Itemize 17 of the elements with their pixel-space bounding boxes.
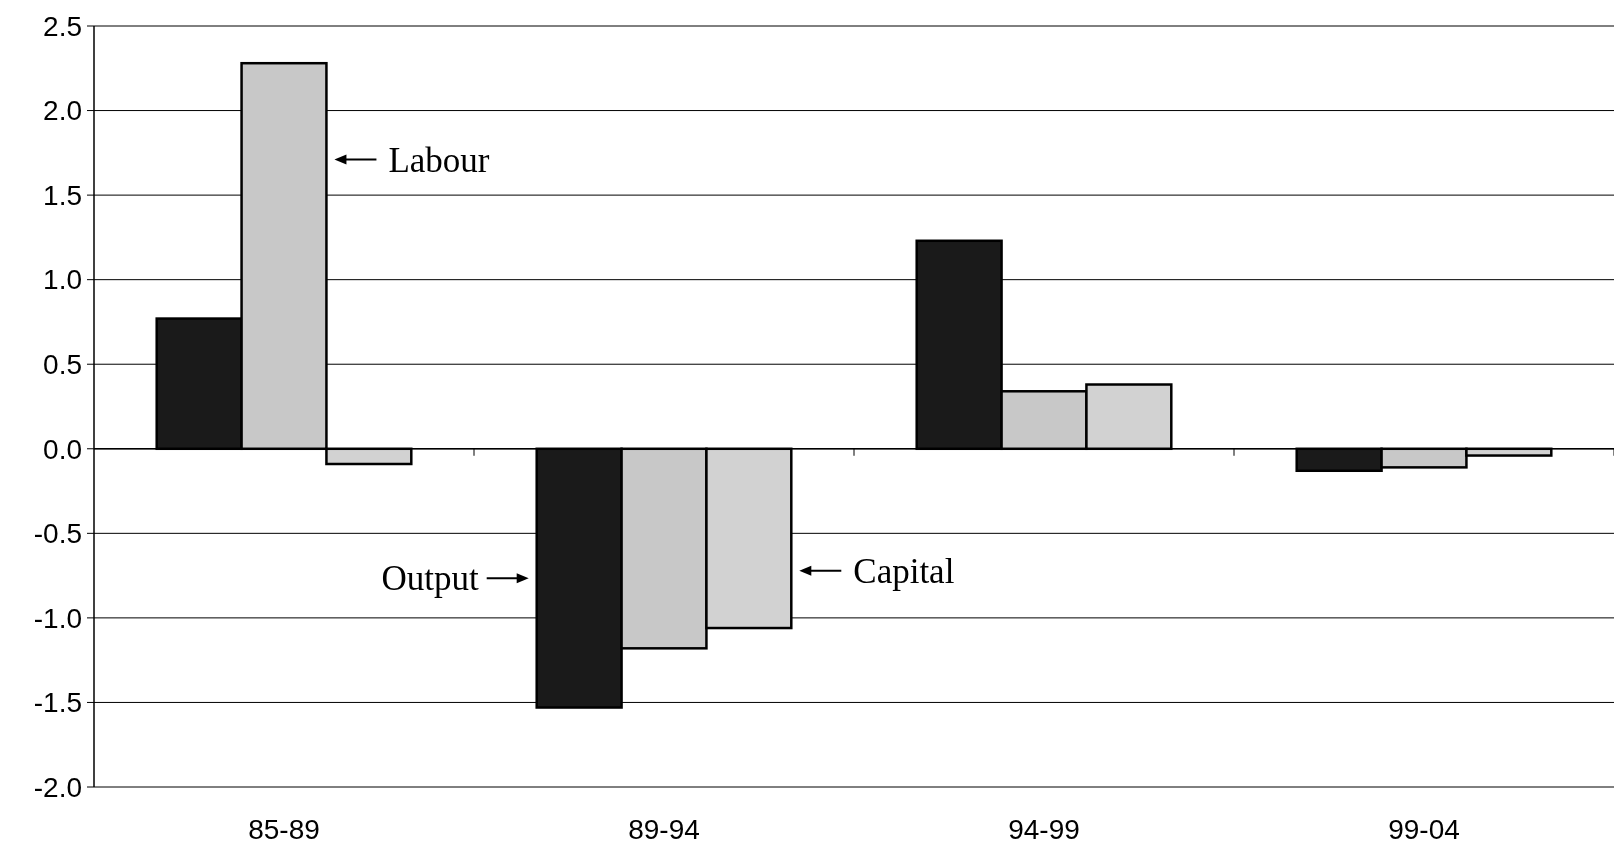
x-tick-label: 94-99 (1008, 814, 1080, 845)
y-tick-label: 1.0 (43, 264, 82, 296)
y-tick-label: 0.5 (43, 349, 82, 381)
y-tick-label: 2.0 (43, 95, 82, 127)
y-tick-label: -0.5 (33, 518, 82, 550)
x-tick-label: 89-94 (628, 814, 700, 845)
y-tick-label: -1.5 (33, 687, 82, 719)
legend-label: Labour (388, 140, 490, 180)
series-label: Output (381, 559, 479, 599)
y-tick-label: -2.0 (33, 771, 82, 803)
y-tick-label: 1.5 (43, 179, 82, 211)
x-tick-label: 85-89 (248, 814, 320, 845)
y-tick-label: -1.0 (33, 602, 82, 634)
x-tick-label: 99-04 (1388, 814, 1460, 845)
legend-label: Capital (853, 551, 955, 591)
y-tick-label: 2.5 (43, 10, 82, 42)
y-tick-label: 0.0 (43, 433, 82, 465)
